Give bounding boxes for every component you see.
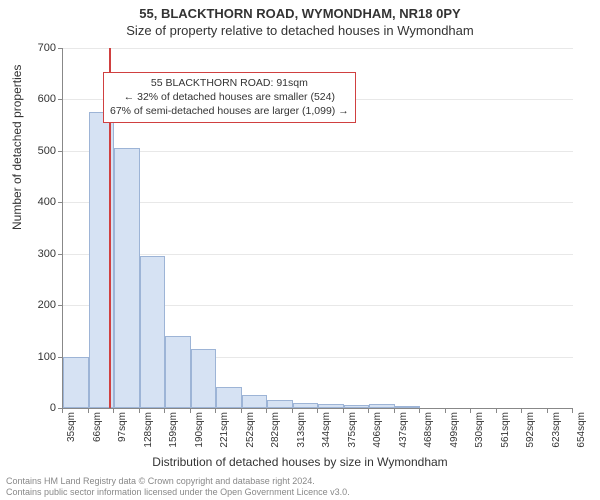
ytick-mark — [58, 151, 63, 152]
ytick-mark — [58, 305, 63, 306]
ytick-label: 300 — [26, 248, 56, 260]
xtick-mark — [496, 408, 497, 413]
xtick-mark — [62, 408, 63, 413]
xtick-mark — [292, 408, 293, 413]
histogram-bar — [191, 349, 217, 408]
xtick-label: 623sqm — [551, 412, 562, 448]
x-axis-label: Distribution of detached houses by size … — [0, 455, 600, 469]
ytick-label: 600 — [26, 93, 56, 105]
gridline — [63, 151, 573, 152]
xtick-label: 313sqm — [296, 412, 307, 448]
gridline — [63, 48, 573, 49]
ytick-mark — [58, 48, 63, 49]
histogram-bar — [165, 336, 191, 408]
ytick-mark — [58, 202, 63, 203]
ytick-label: 100 — [26, 351, 56, 363]
histogram-bar — [293, 403, 319, 408]
xtick-mark — [394, 408, 395, 413]
xtick-mark — [572, 408, 573, 413]
xtick-mark — [343, 408, 344, 413]
xtick-label: 128sqm — [143, 412, 154, 448]
xtick-label: 406sqm — [372, 412, 383, 448]
xtick-label: 468sqm — [423, 412, 434, 448]
histogram-bar — [267, 400, 293, 408]
xtick-mark — [419, 408, 420, 413]
ytick-label: 0 — [26, 402, 56, 414]
xtick-label: 282sqm — [270, 412, 281, 448]
xtick-label: 252sqm — [245, 412, 256, 448]
histogram-bar — [344, 405, 370, 408]
ytick-label: 700 — [26, 42, 56, 54]
xtick-mark — [547, 408, 548, 413]
xtick-mark — [368, 408, 369, 413]
histogram-bar — [318, 404, 344, 408]
annotation-box: 55 BLACKTHORN ROAD: 91sqm← 32% of detach… — [103, 72, 356, 123]
xtick-label: 159sqm — [168, 412, 179, 448]
histogram-bar — [63, 357, 89, 408]
footer-line2: Contains public sector information licen… — [6, 487, 350, 498]
histogram-bar — [369, 404, 395, 408]
xtick-label: 530sqm — [474, 412, 485, 448]
footer-attribution: Contains HM Land Registry data © Crown c… — [6, 476, 350, 499]
xtick-mark — [445, 408, 446, 413]
xtick-mark — [470, 408, 471, 413]
xtick-mark — [88, 408, 89, 413]
xtick-label: 561sqm — [500, 412, 511, 448]
histogram-bar — [216, 387, 242, 408]
title-address: 55, BLACKTHORN ROAD, WYMONDHAM, NR18 0PY — [0, 0, 600, 21]
xtick-mark — [241, 408, 242, 413]
footer-line1: Contains HM Land Registry data © Crown c… — [6, 476, 350, 487]
histogram-bar — [242, 395, 268, 408]
annotation-line2: ← 32% of detached houses are smaller (52… — [110, 90, 349, 104]
y-axis-label: Number of detached properties — [10, 65, 24, 230]
ytick-label: 500 — [26, 145, 56, 157]
xtick-mark — [190, 408, 191, 413]
xtick-label: 97sqm — [117, 412, 128, 442]
xtick-label: 344sqm — [321, 412, 332, 448]
xtick-label: 221sqm — [219, 412, 230, 448]
xtick-label: 499sqm — [449, 412, 460, 448]
histogram-bar — [114, 148, 140, 408]
annotation-line3: 67% of semi-detached houses are larger (… — [110, 104, 349, 118]
xtick-mark — [113, 408, 114, 413]
xtick-mark — [521, 408, 522, 413]
xtick-label: 592sqm — [525, 412, 536, 448]
xtick-mark — [266, 408, 267, 413]
chart-area: 55 BLACKTHORN ROAD: 91sqm← 32% of detach… — [62, 48, 572, 408]
ytick-label: 400 — [26, 196, 56, 208]
histogram-bar — [395, 406, 421, 408]
ytick-mark — [58, 99, 63, 100]
annotation-line1: 55 BLACKTHORN ROAD: 91sqm — [110, 76, 349, 90]
xtick-label: 375sqm — [347, 412, 358, 448]
ytick-mark — [58, 254, 63, 255]
xtick-mark — [317, 408, 318, 413]
xtick-label: 66sqm — [92, 412, 103, 442]
xtick-mark — [215, 408, 216, 413]
gridline — [63, 254, 573, 255]
title-subtitle: Size of property relative to detached ho… — [0, 21, 600, 42]
plot-region: 55 BLACKTHORN ROAD: 91sqm← 32% of detach… — [62, 48, 573, 409]
ytick-label: 200 — [26, 299, 56, 311]
xtick-label: 190sqm — [194, 412, 205, 448]
xtick-label: 437sqm — [398, 412, 409, 448]
xtick-label: 35sqm — [66, 412, 77, 442]
xtick-label: 654sqm — [576, 412, 587, 448]
gridline — [63, 202, 573, 203]
histogram-bar — [140, 256, 166, 408]
xtick-mark — [164, 408, 165, 413]
xtick-mark — [139, 408, 140, 413]
